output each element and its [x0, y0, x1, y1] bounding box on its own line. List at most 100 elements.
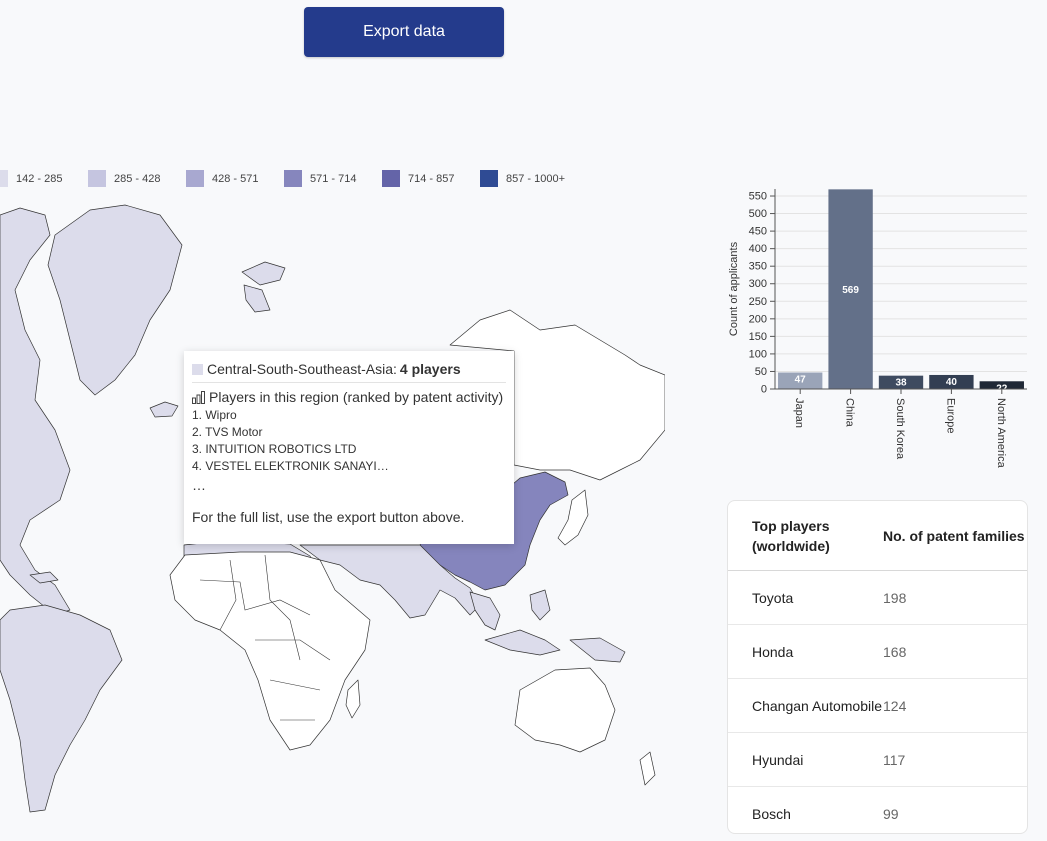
legend-item: 714 - 857 — [382, 170, 454, 187]
legend-swatch — [0, 170, 8, 187]
table-row: Bosch 99 — [728, 787, 1027, 833]
region-tooltip: Central-South-Southeast-Asia: 4 players … — [184, 351, 514, 544]
legend-item: 142 - 285 — [0, 170, 62, 187]
table-header: Top players (worldwide) No. of patent fa… — [728, 501, 1027, 571]
player-name: Toyota — [752, 589, 794, 606]
y-tick-label: 200 — [749, 313, 767, 325]
africa-borders — [199, 554, 331, 721]
legend-label: 285 - 428 — [114, 172, 161, 185]
list-item: 1. Wipro — [192, 408, 237, 422]
y-tick-label: 550 — [749, 191, 767, 203]
table-row: Hyundai 117 — [728, 733, 1027, 787]
legend-label: 571 - 714 — [310, 172, 357, 185]
legend-swatch — [284, 170, 302, 187]
legend-swatch — [480, 170, 498, 187]
y-tick-label: 450 — [749, 226, 767, 238]
x-tick-label: Europe — [944, 398, 956, 433]
table-row: Honda 168 — [728, 625, 1027, 679]
region-papua[interactable] — [569, 637, 626, 663]
region-philippines[interactable] — [529, 589, 551, 621]
legend-item: 428 - 571 — [186, 170, 258, 187]
column-header-players: Top players (worldwide) — [752, 517, 830, 554]
legend-item: 571 - 714 — [284, 170, 356, 187]
y-tick-label: 350 — [749, 261, 767, 273]
legend-swatch — [186, 170, 204, 187]
player-name: Honda — [752, 643, 794, 660]
region-russia[interactable] — [449, 309, 665, 481]
region-south-america[interactable] — [0, 604, 123, 813]
legend-swatch — [88, 170, 106, 187]
y-tick-label: 400 — [749, 243, 767, 255]
player-name: Bosch — [752, 805, 791, 822]
x-tick-label: South Korea — [894, 398, 906, 460]
bar-value-label: 40 — [946, 377, 958, 388]
legend-label: 142 - 285 — [16, 172, 63, 185]
patent-count: 124 — [883, 697, 907, 714]
top-players-table: Top players (worldwide) No. of patent fa… — [727, 500, 1028, 834]
region-north-america[interactable] — [0, 207, 71, 616]
tooltip-player-count: 4 players — [399, 361, 461, 377]
patent-count: 99 — [883, 805, 899, 822]
y-tick-label: 250 — [749, 296, 767, 308]
region-madagascar[interactable] — [345, 679, 361, 719]
x-tick-label: China — [844, 398, 856, 428]
column-header-patent-families: No. of patent families — [883, 527, 1025, 544]
bar-value-label: 569 — [842, 285, 859, 296]
tooltip-player-list: 1. Wipro 2. TVS Motor 3. INTUITION ROBOT… — [192, 407, 506, 475]
y-tick-label: 0 — [761, 384, 767, 396]
tooltip-region-name: Central-South-Southeast-Asia — [207, 361, 393, 377]
region-southeast-asia[interactable] — [469, 591, 501, 631]
patent-count: 117 — [883, 751, 906, 768]
tooltip-subtitle-row: Players in this region (ranked by patent… — [192, 389, 506, 405]
y-tick-label: 50 — [755, 366, 767, 378]
table-row: Toyota 198 — [728, 571, 1027, 625]
export-data-button[interactable]: Export data — [304, 7, 504, 57]
legend-label: 428 - 571 — [212, 172, 259, 185]
region-africa[interactable] — [169, 551, 371, 751]
region-japan[interactable] — [557, 489, 589, 546]
tooltip-subtitle: Players in this region (ranked by patent… — [209, 389, 504, 405]
region-greenland[interactable] — [47, 204, 183, 396]
player-name: Changan Automobile — [752, 697, 882, 714]
x-tick-label: Japan — [793, 398, 805, 428]
table-row: Changan Automobile 124 — [728, 679, 1027, 733]
bar — [979, 381, 1024, 389]
player-name: Hyundai — [752, 751, 804, 768]
patent-count: 168 — [883, 643, 907, 660]
region-svalbard-2[interactable] — [243, 284, 271, 313]
y-tick-label: 500 — [749, 208, 767, 220]
legend-item: 285 - 428 — [88, 170, 160, 187]
y-tick-label: 300 — [749, 278, 767, 290]
bar — [929, 374, 974, 389]
y-tick-label: 100 — [749, 348, 767, 360]
bar — [878, 375, 924, 389]
tooltip-header: Central-South-Southeast-Asia: 4 players — [192, 361, 506, 383]
bar — [778, 372, 823, 389]
tooltip-colon: : — [393, 361, 397, 377]
legend-item: 857 - 1000+ — [480, 170, 565, 187]
patent-count: 198 — [883, 589, 907, 606]
list-item: 3. INTUITION ROBOTICS LTD — [192, 442, 357, 456]
region-new-zealand[interactable] — [639, 751, 656, 786]
list-item: 4. VESTEL ELEKTRONIK SANAYI… — [192, 459, 389, 473]
legend-label: 714 - 857 — [408, 172, 455, 185]
applicants-bar-chart: 0 50 100 150 200 250 300 350 400 450 500 550 Count o… — [728, 189, 1027, 469]
list-item: 2. TVS Motor — [192, 425, 263, 439]
y-axis-label: Count of applicants — [728, 241, 740, 336]
bar — [828, 189, 873, 389]
region-svalbard[interactable] — [241, 261, 286, 286]
legend-swatch — [382, 170, 400, 187]
tooltip-region-swatch — [192, 363, 203, 375]
bar-value-label: 47 — [795, 375, 807, 386]
region-caribbean[interactable] — [29, 571, 59, 584]
x-tick-label: North America — [995, 398, 1007, 469]
region-indonesia[interactable] — [484, 629, 561, 656]
bar-value-label: 38 — [895, 378, 907, 389]
tooltip-ellipsis: … — [192, 477, 206, 493]
region-central-south-asia[interactable] — [299, 544, 481, 619]
region-australia[interactable] — [514, 667, 616, 753]
tooltip-note: For the full list, use the export button… — [192, 509, 465, 525]
world-map — [0, 204, 665, 813]
region-iceland[interactable] — [149, 401, 179, 418]
bar-chart-icon — [192, 390, 205, 404]
